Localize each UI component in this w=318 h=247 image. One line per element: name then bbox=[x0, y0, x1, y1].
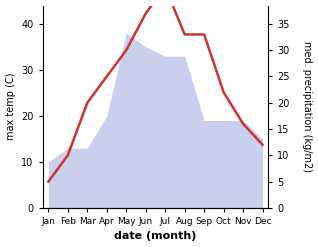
Y-axis label: med. precipitation (kg/m2): med. precipitation (kg/m2) bbox=[302, 41, 313, 172]
Y-axis label: max temp (C): max temp (C) bbox=[5, 73, 16, 141]
X-axis label: date (month): date (month) bbox=[114, 231, 197, 242]
